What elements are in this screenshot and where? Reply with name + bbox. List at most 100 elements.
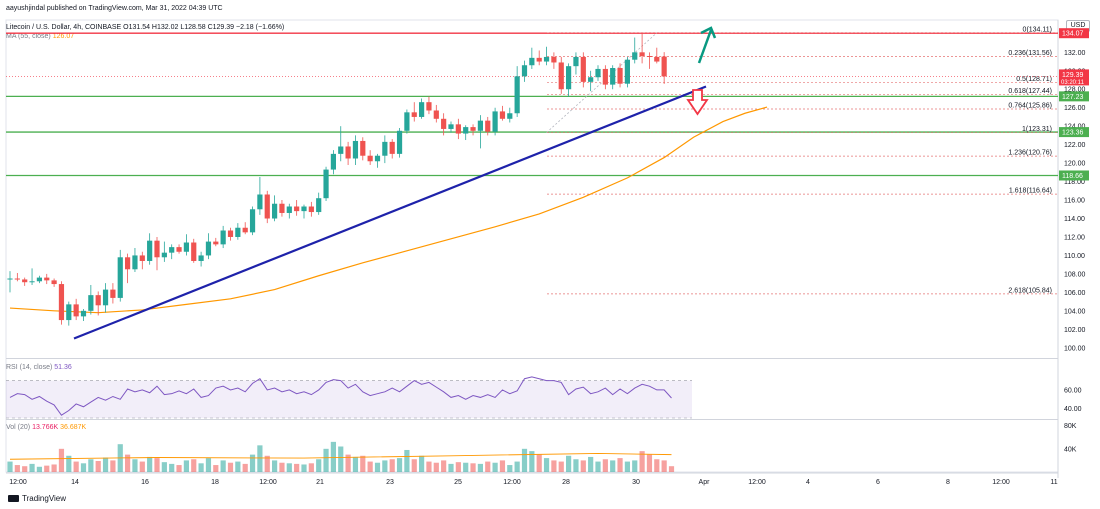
candle-body bbox=[507, 113, 513, 119]
volume-bar bbox=[543, 458, 550, 472]
candle bbox=[323, 166, 329, 201]
rsi-legend[interactable]: RSI (14, close) 51.36 bbox=[6, 364, 72, 371]
volume-bar bbox=[183, 460, 189, 472]
time-axis-tick-label: 14 bbox=[71, 479, 79, 486]
candle-body bbox=[73, 304, 79, 317]
bullish-arrow-shaft bbox=[697, 29, 713, 64]
price-axis-tick-label: 110.00 bbox=[1064, 253, 1085, 260]
candle bbox=[88, 284, 94, 315]
volume-bar bbox=[323, 448, 329, 472]
volume-bar bbox=[14, 465, 20, 472]
candle bbox=[411, 102, 417, 122]
ma-value: 126.07 bbox=[52, 33, 75, 40]
volume-bar bbox=[139, 461, 145, 472]
candle-body bbox=[610, 68, 616, 85]
candle-body bbox=[573, 56, 579, 67]
candle-body bbox=[80, 310, 87, 317]
candle bbox=[29, 268, 35, 285]
volume-bar bbox=[551, 460, 557, 472]
candle-body bbox=[360, 140, 366, 156]
tradingview-logo[interactable]: TradingView bbox=[8, 494, 66, 503]
volume-bar bbox=[227, 462, 234, 472]
candle-body bbox=[646, 56, 653, 58]
candle-body bbox=[227, 230, 234, 237]
candle-body bbox=[632, 52, 638, 60]
candle bbox=[374, 153, 381, 168]
price-axis-tick-label: 128.00 bbox=[1064, 87, 1086, 94]
candle bbox=[154, 236, 160, 271]
volume-bar bbox=[36, 466, 42, 472]
volume-bar bbox=[514, 461, 520, 472]
price-axis-tick-label: 116.00 bbox=[1064, 198, 1085, 205]
volume-bar bbox=[66, 455, 72, 472]
candle bbox=[595, 65, 601, 81]
candle-body bbox=[492, 111, 498, 132]
candle-body bbox=[205, 241, 212, 256]
fib-level-label: 0.5(128.71) bbox=[1016, 76, 1052, 83]
candle-body bbox=[367, 155, 373, 162]
candle bbox=[396, 128, 403, 158]
rsi-band bbox=[6, 380, 692, 418]
candle-body bbox=[382, 141, 388, 156]
candle bbox=[419, 98, 425, 119]
volume-axis-tick-label: 80K bbox=[1064, 423, 1077, 430]
candle bbox=[543, 46, 550, 66]
volume-bar bbox=[507, 465, 513, 472]
tradingview-logo-icon bbox=[8, 495, 19, 502]
candle bbox=[492, 107, 498, 136]
time-axis-tick-label: 12:00 bbox=[503, 479, 521, 486]
ma-legend[interactable]: MA (55, close) 126.07 bbox=[6, 33, 74, 40]
volume-bar bbox=[389, 459, 395, 472]
candle-body bbox=[543, 56, 550, 62]
volume-bar bbox=[213, 465, 219, 472]
candle bbox=[602, 65, 608, 90]
candle bbox=[455, 118, 461, 140]
volume-bar bbox=[235, 461, 241, 472]
candle-body bbox=[169, 247, 175, 253]
candle-body bbox=[514, 76, 520, 114]
candle bbox=[66, 301, 72, 326]
candle bbox=[470, 124, 476, 136]
candle bbox=[639, 32, 645, 64]
candle bbox=[617, 63, 623, 88]
symbol-title[interactable]: Litecoin / U.S. Dollar, 4h, COINBASE bbox=[6, 24, 122, 31]
candle-body bbox=[139, 255, 145, 261]
volume-bar bbox=[426, 461, 432, 472]
volume-bar bbox=[382, 460, 388, 472]
fib-level-label: 0.764(125.86) bbox=[1008, 103, 1052, 110]
volume-bar bbox=[44, 465, 50, 472]
price-axis-tick-label: 108.00 bbox=[1064, 271, 1086, 278]
horizontal-level-label: 127.23 bbox=[1062, 94, 1084, 101]
candle bbox=[220, 225, 226, 249]
candle bbox=[227, 227, 234, 241]
bullish-arrow-icon bbox=[697, 26, 717, 64]
volume-bar bbox=[249, 454, 256, 472]
volume-bar bbox=[661, 460, 667, 472]
volume-bar bbox=[95, 460, 101, 472]
volume-ma-line bbox=[9, 453, 672, 460]
candle bbox=[95, 291, 101, 316]
candle bbox=[352, 135, 359, 165]
candle-body bbox=[441, 118, 447, 129]
volume-bar bbox=[521, 448, 528, 472]
price-axis-tick-label: 102.00 bbox=[1064, 327, 1086, 334]
price-axis-tick-label: 126.00 bbox=[1064, 105, 1086, 112]
volume-bar bbox=[294, 463, 300, 472]
candle-body bbox=[110, 289, 116, 298]
volume-bar bbox=[110, 460, 116, 472]
candle bbox=[433, 104, 439, 123]
candle-body bbox=[529, 57, 535, 66]
volume-bar bbox=[610, 460, 616, 472]
horizontal-level-price-tag bbox=[1059, 170, 1089, 181]
volume-bar bbox=[154, 458, 160, 472]
candle-body bbox=[22, 279, 28, 283]
candle-body bbox=[125, 257, 131, 270]
time-axis-tick-label: 30 bbox=[632, 479, 640, 486]
symbol-legend: Litecoin / U.S. Dollar, 4h, COINBASE O13… bbox=[6, 24, 284, 31]
candle bbox=[132, 248, 138, 273]
volume-legend[interactable]: Vol (20) 13.766K 36.687K bbox=[6, 424, 86, 431]
volume-bar bbox=[88, 459, 94, 472]
time-axis-tick-label: 25 bbox=[454, 479, 462, 486]
horizontal-level-label: 134.07 bbox=[1062, 31, 1084, 38]
